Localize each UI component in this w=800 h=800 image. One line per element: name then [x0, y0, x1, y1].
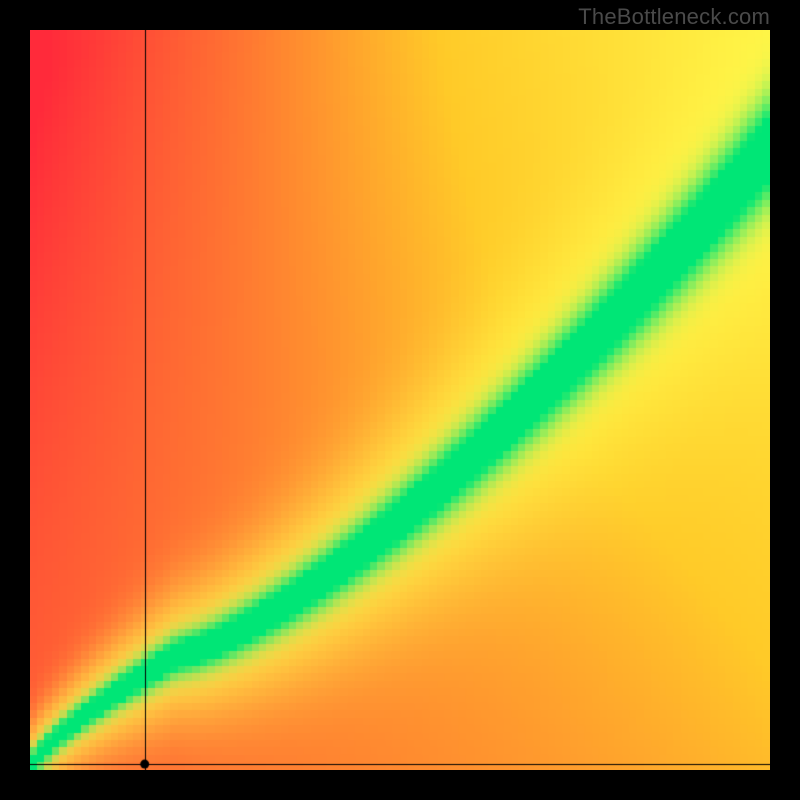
chart-frame: TheBottleneck.com [0, 0, 800, 800]
plot-area [30, 30, 770, 770]
heatmap-canvas [30, 30, 770, 770]
watermark-text: TheBottleneck.com [578, 4, 770, 30]
